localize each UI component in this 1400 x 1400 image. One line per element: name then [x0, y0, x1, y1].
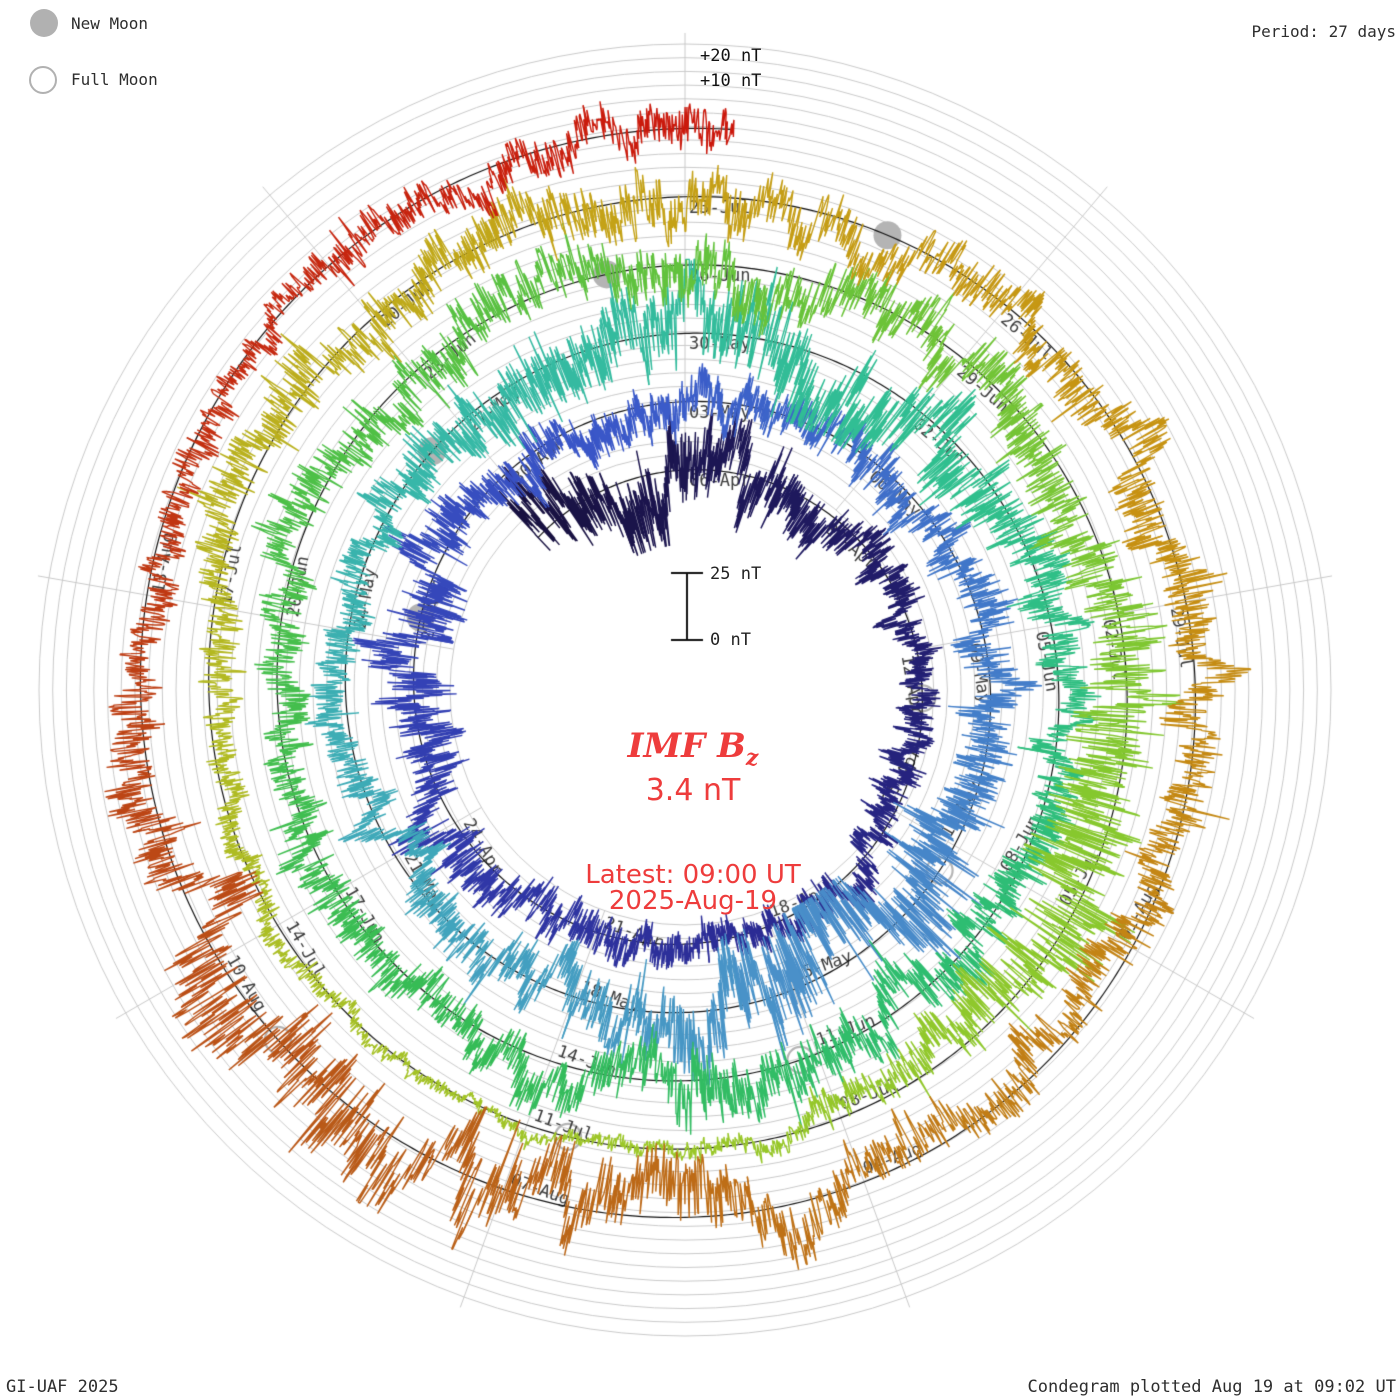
- plus20-ring-label: +20 nT: [700, 46, 762, 66]
- plus10-ring-label: +10 nT: [700, 71, 762, 91]
- imf-bz-title-sub: z: [745, 744, 759, 771]
- scale-bar-max-label: 25 nT: [710, 564, 762, 584]
- period-label: Period: 27 days: [1251, 22, 1397, 41]
- imf-bz-title-main: IMF B: [627, 726, 746, 766]
- new-moon-legend-label: New Moon: [71, 14, 149, 33]
- full-moon-legend-label: Full Moon: [71, 70, 158, 89]
- new-moon-legend-icon: [30, 9, 58, 37]
- imf-bz-current-value: 3.4 nT: [645, 773, 741, 808]
- plotted-timestamp-label: Condegram plotted Aug 19 at 09:02 UT: [1027, 1377, 1396, 1397]
- imf-bz-title: IMF Bz: [443, 726, 943, 771]
- latest-date-label: 2025-Aug-19: [608, 886, 778, 916]
- scale-bar-min-label: 0 nT: [710, 630, 751, 650]
- latest-time-label: Latest: 09:00 UT: [585, 860, 801, 890]
- full-moon-legend-icon: [29, 66, 57, 94]
- credit-label: GI-UAF 2025: [6, 1377, 119, 1397]
